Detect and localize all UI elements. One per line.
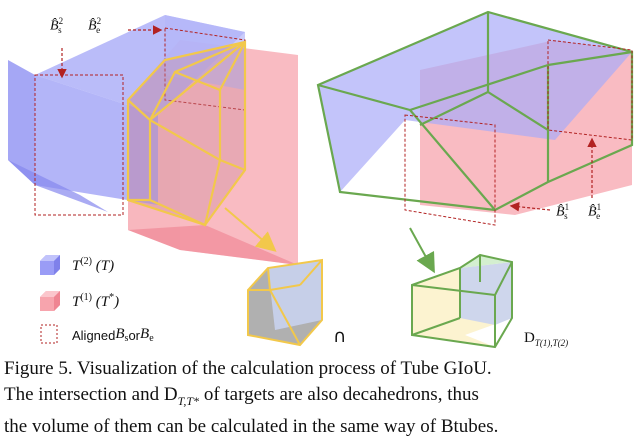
arrow-bs1 <box>509 201 551 212</box>
intersection-operator: ∩ <box>333 326 347 347</box>
caption-line-2: The intersection and DT,T* of targets ar… <box>4 384 479 408</box>
legend-item-t1: T(1) (T*) <box>72 292 120 310</box>
legend-swatch-pink <box>40 291 60 311</box>
aligned-box-bs1 <box>404 114 496 226</box>
aligned-box-bs2 <box>34 74 124 216</box>
figure-caption: Figure 5. Visualization of the calculati… <box>4 356 640 440</box>
d-box-result <box>411 253 513 349</box>
legend-item-t2: T(2) (T) <box>72 256 115 274</box>
arrow-to-intersection <box>224 207 277 252</box>
blue-tube-face-left <box>8 60 35 185</box>
label-be1: B̂1e <box>588 202 602 222</box>
legend-swatch-blue <box>40 255 60 275</box>
d-label: DT(1),T(2) <box>524 330 569 348</box>
label-be2: B̂2e <box>88 16 102 36</box>
right-blue-tube <box>318 12 632 192</box>
green-outer-box <box>316 10 634 212</box>
left-tubes <box>8 15 298 265</box>
label-bs2: B̂2s <box>50 16 64 36</box>
blue-tube-upper <box>165 15 245 90</box>
label-bs1: B̂1s <box>556 202 570 222</box>
intersection-decahedron <box>126 40 247 227</box>
blue-tube-face-bottom <box>8 160 108 212</box>
legend-swatch-dashed <box>40 324 58 344</box>
caption-line-1: Figure 5. Visualization of the calculati… <box>4 358 492 379</box>
legend-item-aligned: Aligned Bs or Be <box>72 326 154 344</box>
right-enclosing <box>316 10 634 226</box>
pink-tube-face-bottom <box>128 225 298 265</box>
caption-line-3: the volume of them can be calculated in … <box>4 415 499 437</box>
tube-giou-diagram <box>8 10 634 349</box>
intersection-result <box>247 258 323 347</box>
arrow-to-dbox <box>409 227 435 274</box>
aligned-box-be1 <box>547 39 633 141</box>
